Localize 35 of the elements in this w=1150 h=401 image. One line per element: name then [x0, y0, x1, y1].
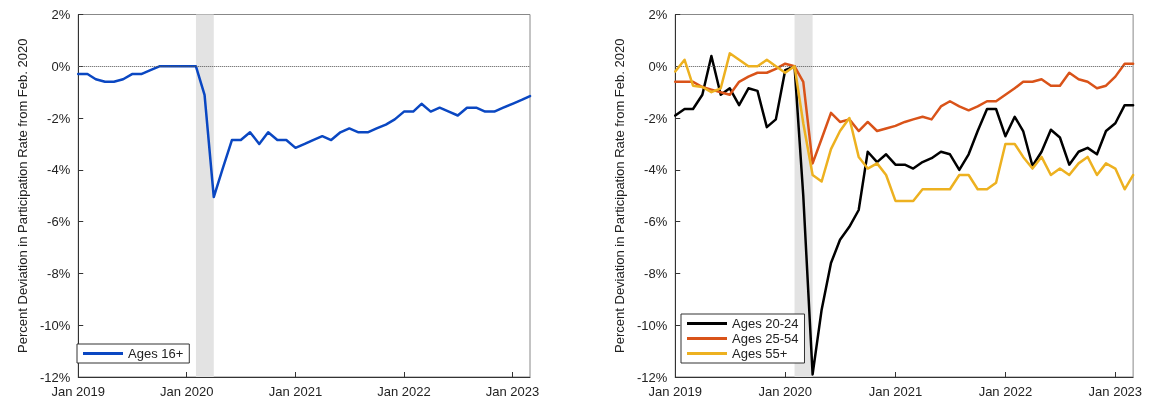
x-tick-label: Jan 2023 — [1088, 384, 1143, 399]
line-series — [77, 65, 532, 199]
y-tick-label: 0% — [51, 58, 71, 74]
x-tick-label: Jan 2022 — [978, 384, 1033, 399]
line-series — [674, 62, 1135, 165]
y-tick-label: -2% — [47, 110, 71, 126]
y-tick-label: -2% — [644, 110, 668, 126]
y-tick-label: -4% — [644, 162, 668, 178]
y-axis-title: Percent Deviation in Participation Rate from Feb. 2020 — [612, 38, 627, 353]
y-tick-label: -12% — [636, 369, 668, 385]
y-tick-label: -6% — [644, 214, 668, 230]
x-tick-label: Jan 2019 — [51, 384, 105, 399]
y-tick-label: -8% — [644, 265, 668, 281]
y-tick-label: 0% — [648, 58, 668, 74]
x-tick-label: Jan 2020 — [758, 384, 812, 399]
y-axis-title: Percent Deviation in Participation Rate from Feb. 2020 — [15, 38, 30, 353]
x-tick-label: Jan 2020 — [159, 384, 214, 399]
x-tick-label: Jan 2022 — [377, 384, 431, 399]
legend-label: Ages 16+ — [128, 346, 184, 361]
y-tick-label: -10% — [39, 317, 71, 333]
x-tick-label: Jan 2021 — [868, 384, 923, 399]
y-tick-label: -4% — [47, 162, 71, 178]
x-tick-label: Jan 2019 — [648, 384, 702, 399]
legend-label: Ages 55+ — [732, 346, 788, 361]
y-tick-label: 2% — [648, 7, 668, 22]
y-tick-label: -8% — [47, 265, 71, 281]
y-tick-label: -6% — [47, 214, 71, 230]
legend-label: Ages 25-54 — [732, 331, 799, 346]
line-series — [674, 52, 1135, 203]
x-tick-label: Jan 2023 — [485, 384, 540, 399]
y-tick-label: 2% — [51, 7, 71, 22]
legend-label: Ages 20-24 — [732, 316, 799, 331]
y-tick-label: -10% — [636, 317, 668, 333]
y-tick-label: -12% — [39, 369, 71, 385]
x-tick-label: Jan 2021 — [268, 384, 323, 399]
